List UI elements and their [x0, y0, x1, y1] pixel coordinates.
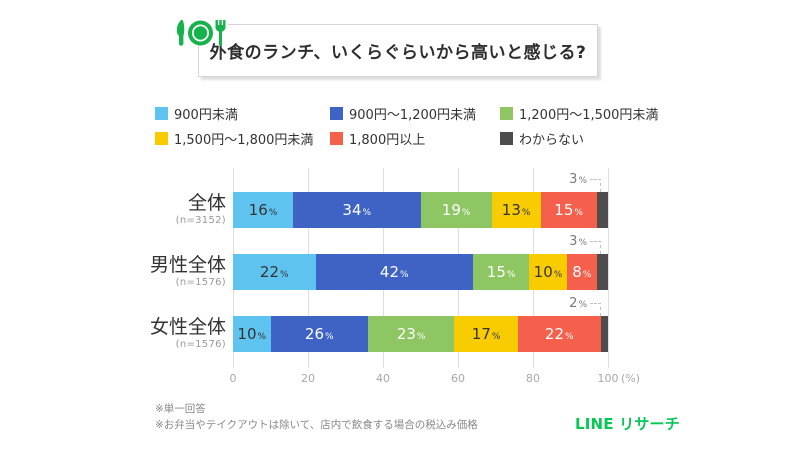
annotation-leader-dash: [590, 241, 601, 242]
row-label-1: 男性全体 (n=1576): [40, 254, 226, 290]
legend-swatch-icon: [500, 106, 513, 120]
segment-value-label: 26%: [304, 324, 334, 343]
segment-value-label: 42%: [379, 262, 409, 281]
bar-segment-1: 34%: [293, 192, 421, 228]
bar-segment-0: 16%: [233, 192, 293, 228]
segment-value-label: 10%: [237, 324, 267, 343]
category-label: 女性全体: [149, 316, 226, 338]
bar-segment-2: 23%: [368, 316, 455, 352]
bar-row-1: 男性全体 (n=1576) 22% 42% 15% 10% 8% 3%: [0, 235, 800, 290]
sample-size-label: (n=1576): [175, 277, 226, 288]
segment-value-label: 17%: [471, 324, 501, 343]
segment-value-label: 22%: [259, 262, 289, 281]
bar-segment-2: 15%: [473, 254, 530, 290]
legend-swatch-icon: [155, 106, 168, 120]
annotation-leader-dash: [590, 179, 601, 180]
line-research-logo: LINE リサーチ: [575, 415, 680, 433]
stacked-bar: 22% 42% 15% 10% 8%: [233, 254, 608, 290]
category-label: 男性全体: [149, 254, 226, 276]
segment-value-label: 15%: [486, 262, 516, 281]
x-axis-tick-0: 0: [229, 372, 237, 385]
bar-segment-3: 13%: [491, 192, 541, 228]
segment-value-label: 19%: [441, 200, 471, 219]
legend-item-5: わからない: [500, 129, 685, 148]
stacked-bar: 10% 26% 23% 17% 22%: [233, 316, 608, 352]
annotation-leader-dash-vertical: [600, 245, 601, 254]
restaurant-plate-icon: [176, 20, 228, 46]
legend-swatch-icon: [330, 131, 343, 145]
x-axis-tick-100: 100: [597, 372, 619, 385]
bar-segment-5: [596, 254, 608, 290]
bar-segment-1: 26%: [270, 316, 368, 352]
segment-value-label: 10%: [533, 262, 563, 281]
annotation-leader-dash: [590, 303, 601, 304]
legend-label: 1,500円～1,800円未満: [174, 132, 314, 148]
sample-size-label: (n=1576): [175, 339, 226, 350]
segment-value-label: 16%: [248, 200, 278, 219]
legend-item-4: 1,800円以上: [330, 129, 500, 148]
bar-segment-3: 10%: [529, 254, 567, 290]
legend-item-3: 1,500円～1,800円未満: [155, 129, 330, 148]
bar-segment-1: 42%: [315, 254, 473, 290]
page-title: 外食のランチ、いくらぐらいから高いと感じる?: [209, 43, 587, 63]
annotation-leader-dash-vertical: [600, 183, 601, 192]
outside-value-label: 3%: [569, 173, 601, 186]
footnotes: ※単一回答 ※お弁当やテイクアウトは除いて、店内で飲食する場合の税込み価格: [155, 402, 478, 433]
chart-legend: 900円未満 900円～1,200円未満 1,200円～1,500円未満 1,500円…: [155, 104, 685, 148]
legend-swatch-icon: [155, 131, 168, 145]
legend-swatch-icon: [500, 131, 513, 145]
x-axis-tick-60: 60: [451, 372, 465, 385]
legend-label: 1,200円～1,500円未満: [519, 107, 659, 123]
legend-item-2: 1,200円～1,500円未満: [500, 104, 685, 123]
bar-segment-3: 17%: [454, 316, 518, 352]
sample-size-label: (n=3152): [175, 215, 226, 226]
outside-value-text: 3%: [569, 172, 587, 187]
row-label-2: 女性全体 (n=1576): [40, 316, 226, 352]
segment-value-label: 13%: [501, 200, 531, 219]
x-axis-unit: (%): [621, 372, 641, 385]
outside-value-label: 2%: [569, 297, 601, 310]
x-axis-tick-40: 40: [376, 372, 390, 385]
bar-segment-0: 10%: [233, 316, 271, 352]
bar-segment-5: [600, 316, 608, 352]
segment-value-label: 34%: [342, 200, 372, 219]
segment-value-label: 15%: [554, 200, 583, 219]
bar-segment-0: 22%: [233, 254, 316, 290]
bar-segment-4: 8%: [566, 254, 597, 290]
legend-item-0: 900円未満: [155, 104, 330, 123]
legend-label: 900円未満: [174, 107, 238, 123]
x-axis-tick-80: 80: [526, 372, 540, 385]
category-label: 全体: [187, 192, 226, 214]
footnote-line: ※単一回答: [155, 403, 206, 415]
title-box: 外食のランチ、いくらぐらいから高いと感じる?: [198, 24, 598, 77]
outside-value-text: 3%: [569, 234, 587, 249]
legend-label: 1,800円以上: [349, 132, 426, 148]
bar-segment-4: 15%: [540, 192, 597, 228]
bar-segment-5: [596, 192, 608, 228]
outside-value-label: 3%: [569, 235, 601, 248]
x-axis-tick-20: 20: [301, 372, 315, 385]
segment-value-label: 23%: [396, 324, 426, 343]
bar-segment-2: 19%: [420, 192, 492, 228]
legend-label: わからない: [519, 132, 585, 148]
stacked-bar: 16% 34% 19% 13% 15%: [233, 192, 608, 228]
segment-value-label: 8%: [572, 262, 592, 281]
legend-item-1: 900円～1,200円未満: [330, 104, 500, 123]
bar-row-2: 女性全体 (n=1576) 10% 26% 23% 17% 22% 2%: [0, 297, 800, 352]
bar-row-0: 全体 (n=3152) 16% 34% 19% 13% 15% 3%: [0, 173, 800, 228]
legend-swatch-icon: [330, 106, 343, 120]
annotation-leader-dash-vertical: [600, 307, 601, 316]
legend-label: 900円～1,200円未満: [349, 107, 477, 123]
bar-segment-4: 22%: [518, 316, 601, 352]
gridline-100: [608, 168, 609, 368]
row-label-0: 全体 (n=3152): [40, 192, 226, 228]
segment-value-label: 22%: [544, 324, 574, 343]
outside-value-text: 2%: [569, 296, 587, 311]
footnote-line: ※お弁当やテイクアウトは除いて、店内で飲食する場合の税込み価格: [155, 418, 478, 431]
